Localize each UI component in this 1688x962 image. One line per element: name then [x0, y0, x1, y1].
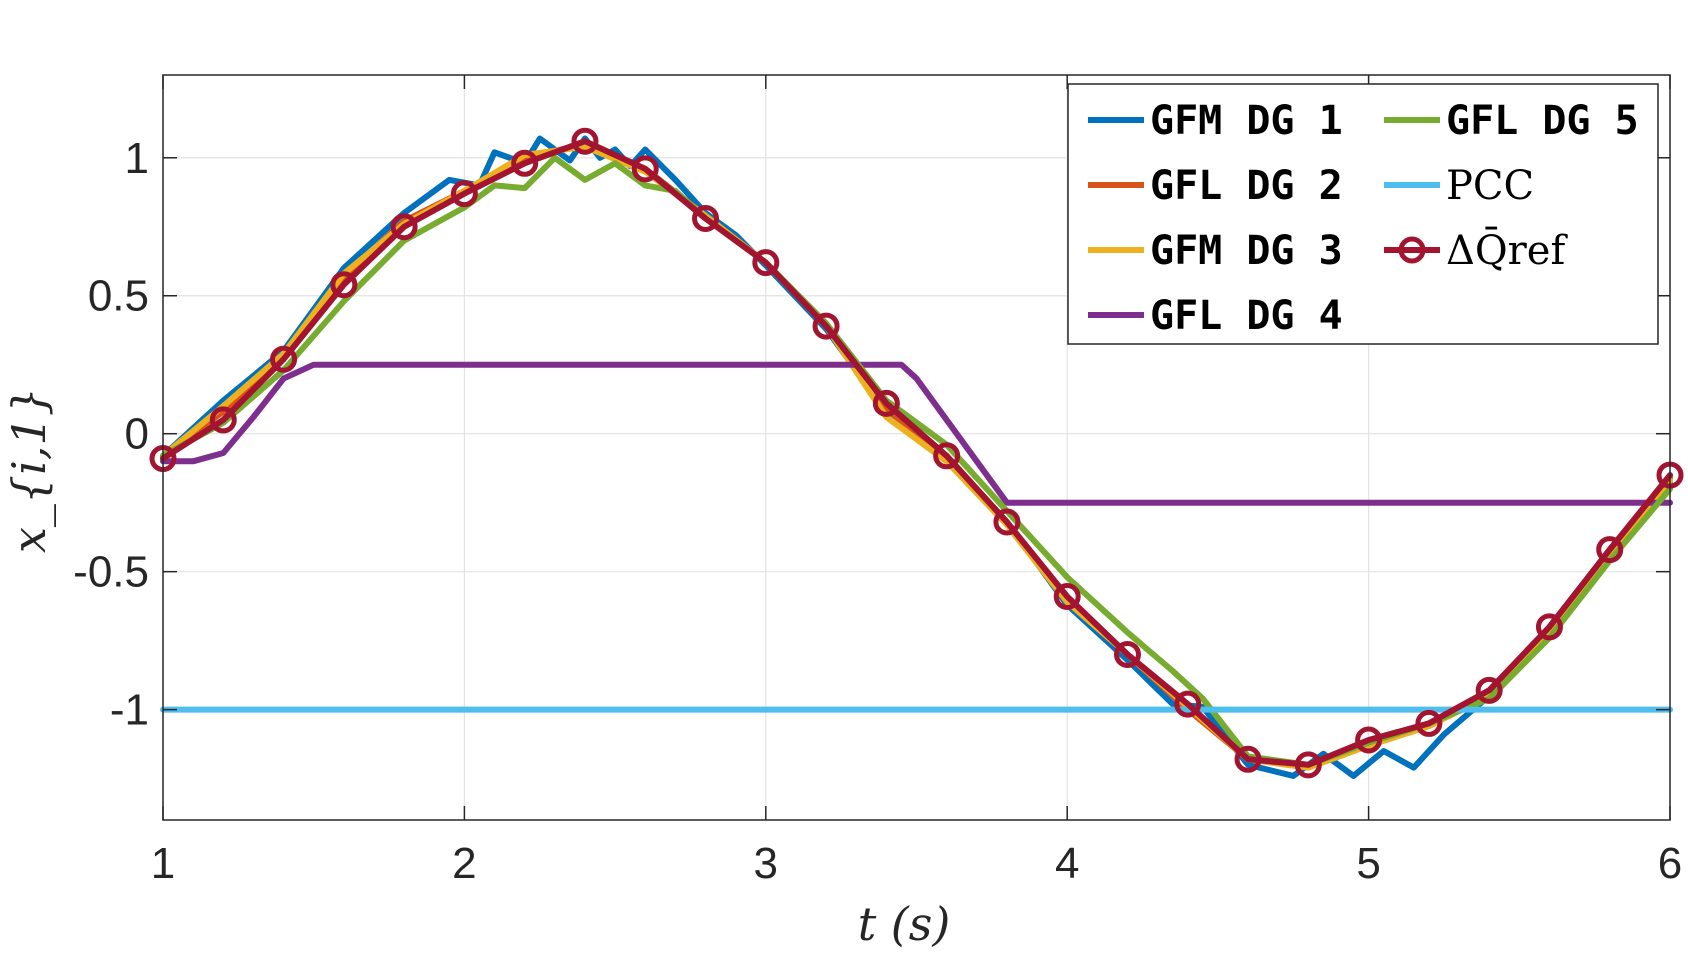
legend-label: GFM DG 3	[1150, 228, 1343, 274]
series-line-gfl-dg-4	[160, 361, 1673, 506]
x-tick-label: 1	[151, 839, 175, 888]
x-tick-label: 2	[452, 839, 476, 888]
y-tick-label: 0.5	[88, 272, 149, 321]
legend-marker	[1398, 236, 1426, 264]
y-tick-label: -1	[110, 686, 149, 735]
data-point-marker	[752, 249, 780, 277]
x-axis-label-text: t (s)	[858, 897, 951, 951]
legend-label: GFL DG 5	[1446, 98, 1639, 144]
y-tick-label: -0.5	[73, 548, 149, 597]
y-tick-label: 0	[125, 410, 149, 459]
legend-label: PCC	[1446, 163, 1534, 209]
data-point-marker	[450, 180, 478, 208]
data-point-marker	[1596, 536, 1624, 564]
data-point-marker	[1294, 751, 1322, 779]
data-point-marker	[511, 149, 539, 177]
legend-label: GFL DG 4	[1150, 293, 1343, 339]
data-point-marker	[1174, 690, 1202, 718]
legend-label: GFL DG 2	[1150, 163, 1343, 209]
data-point-marker	[1535, 613, 1563, 641]
data-point-marker	[1234, 745, 1262, 773]
data-point-marker	[692, 204, 720, 232]
data-point-marker	[1053, 583, 1081, 610]
y-tick-label: 1	[125, 134, 149, 183]
legend-label: ΔQ̄ref	[1446, 227, 1568, 274]
x-axis-label: t (s)	[858, 897, 951, 951]
data-point-marker	[812, 312, 840, 340]
series-group	[149, 127, 1684, 779]
data-point-marker	[872, 389, 900, 417]
data-point-marker	[1415, 709, 1443, 737]
legend: GFM DG 1 GFL DG 2 GFM DG 3 GFL DG 4 GFL DG 5…	[1067, 83, 1659, 345]
data-point-marker	[330, 271, 358, 299]
data-point-marker	[270, 345, 298, 373]
data-point-marker	[1113, 640, 1141, 668]
data-point-marker	[1475, 676, 1503, 704]
y-axis-label: x_{i,1}	[2, 387, 56, 553]
data-point-marker	[571, 127, 599, 155]
legend-box	[1067, 83, 1659, 345]
data-point-marker	[993, 508, 1021, 536]
x-tick-label: 6	[1658, 839, 1682, 888]
x-tick-label: 4	[1055, 839, 1079, 888]
axis-ticks: 1 2 3 4 5 6 1 0.5 0 -0.5 -1	[73, 75, 1682, 888]
data-point-marker	[1355, 726, 1383, 754]
data-point-marker	[933, 442, 961, 470]
y-axis-label-text: x_{i,1}	[2, 387, 56, 553]
x-tick-label: 3	[754, 839, 778, 888]
data-point-marker	[209, 406, 237, 434]
plot-area-frame	[162, 74, 1671, 821]
legend-items: GFM DG 1 GFL DG 2 GFM DG 3 GFL DG 4 GFL DG 5…	[1088, 98, 1639, 339]
legend-label: GFM DG 1	[1150, 98, 1343, 144]
x-tick-label: 5	[1356, 839, 1380, 888]
data-point-marker	[631, 155, 659, 183]
data-point-marker	[390, 213, 418, 241]
